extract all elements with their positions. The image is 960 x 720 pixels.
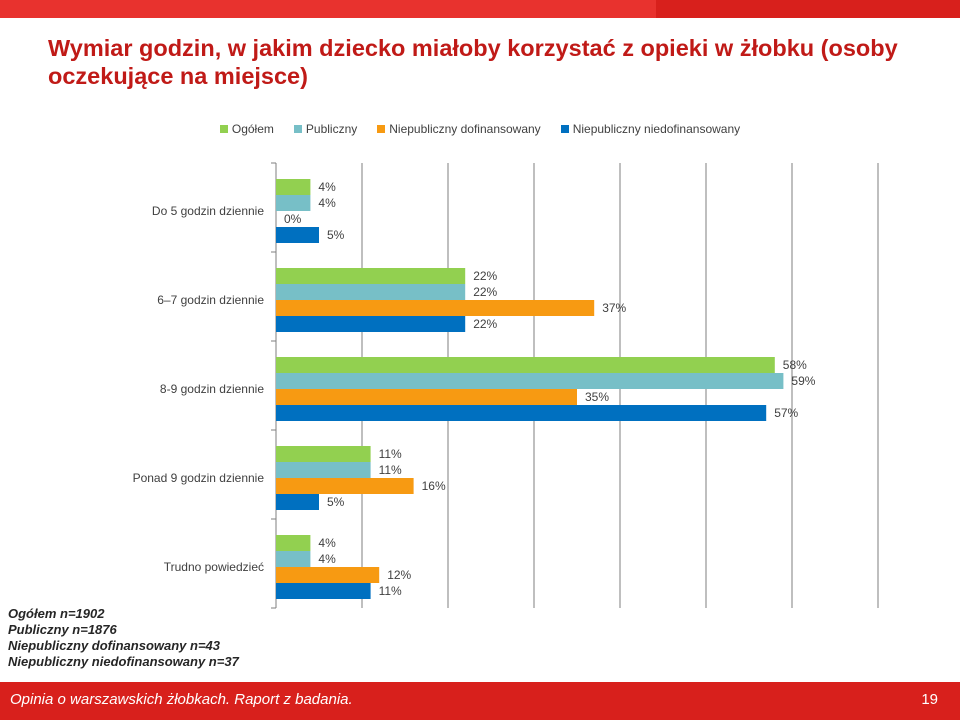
data-label: 16% bbox=[422, 479, 446, 493]
bar bbox=[276, 268, 466, 284]
bar bbox=[276, 494, 319, 510]
legend-swatch bbox=[377, 125, 386, 133]
legend-item-publiczny: Publiczny bbox=[293, 122, 358, 136]
data-label: 4% bbox=[318, 552, 336, 566]
legend-swatch bbox=[293, 125, 302, 133]
bar bbox=[276, 373, 784, 389]
category-label: Trudno powiedzieć bbox=[164, 560, 264, 574]
data-label: 4% bbox=[318, 536, 336, 550]
note-niepubliczny-niedofinansowany: Niepubliczny niedofinansowany n=37 bbox=[8, 654, 239, 669]
bar bbox=[276, 567, 380, 583]
legend-label: Niepubliczny niedofinansowany bbox=[572, 122, 741, 136]
bar bbox=[276, 316, 466, 332]
category-label: Do 5 godzin dziennie bbox=[152, 204, 264, 218]
legend-item-ogolem: Ogółem bbox=[219, 122, 274, 136]
bar bbox=[276, 462, 371, 478]
bar bbox=[276, 179, 311, 195]
header-bar-right bbox=[656, 0, 960, 18]
legend-item-niepubliczny-niedofinansowany: Niepubliczny niedofinansowany bbox=[560, 122, 741, 136]
chart-legend: Ogółem Publiczny Niepubliczny dofinansow… bbox=[0, 122, 960, 136]
data-label: 11% bbox=[379, 447, 402, 461]
legend-label: Ogółem bbox=[231, 122, 274, 136]
bar bbox=[276, 195, 311, 211]
note-publiczny: Publiczny n=1876 bbox=[8, 622, 117, 637]
bar bbox=[276, 478, 414, 494]
header-bar bbox=[0, 0, 960, 18]
legend-swatch bbox=[560, 125, 569, 133]
legend-item-niepubliczny-dofinansowany: Niepubliczny dofinansowany bbox=[377, 122, 541, 136]
data-label: 22% bbox=[473, 269, 497, 283]
data-label: 37% bbox=[602, 301, 626, 315]
data-label: 22% bbox=[473, 285, 497, 299]
legend-swatch bbox=[219, 125, 228, 133]
footer-text: Opinia o warszawskich żłobkach. Raport z… bbox=[10, 691, 353, 708]
bar bbox=[276, 300, 595, 316]
legend-label: Publiczny bbox=[305, 122, 358, 136]
data-label: 11% bbox=[379, 463, 402, 477]
data-label: 35% bbox=[585, 390, 609, 404]
category-label: Ponad 9 godzin dziennie bbox=[133, 471, 265, 485]
bar bbox=[276, 389, 577, 405]
category-label: 6–7 godzin dziennie bbox=[157, 293, 264, 307]
data-label: 59% bbox=[791, 374, 815, 388]
data-label: 22% bbox=[473, 317, 497, 331]
category-label: 8-9 godzin dziennie bbox=[160, 382, 264, 396]
note-ogolem: Ogółem n=1902 bbox=[8, 606, 105, 621]
data-label: 58% bbox=[783, 358, 807, 372]
footer-bar: Opinia o warszawskich żłobkach. Raport z… bbox=[0, 682, 960, 720]
data-label: 5% bbox=[327, 495, 345, 509]
data-label: 57% bbox=[774, 406, 798, 420]
sample-size-notes: Ogółem n=1902 Publiczny n=1876 Niepublic… bbox=[8, 606, 239, 670]
bar bbox=[276, 284, 466, 300]
bar bbox=[276, 583, 371, 599]
bar bbox=[276, 446, 371, 462]
legend-label: Niepubliczny dofinansowany bbox=[389, 122, 541, 136]
slide-title: Wymiar godzin, w jakim dziecko miałoby k… bbox=[48, 35, 898, 89]
data-label: 12% bbox=[387, 568, 411, 582]
header-bar-left bbox=[0, 0, 656, 18]
bar bbox=[276, 227, 319, 243]
bar bbox=[276, 357, 775, 373]
bar bbox=[276, 551, 311, 567]
data-label: 4% bbox=[318, 196, 336, 210]
bar bbox=[276, 535, 311, 551]
bar bbox=[276, 405, 767, 421]
data-label: 4% bbox=[318, 180, 336, 194]
page-number: 19 bbox=[921, 691, 938, 708]
note-niepubliczny-dofinansowany: Niepubliczny dofinansowany n=43 bbox=[8, 638, 221, 653]
data-label: 11% bbox=[379, 584, 402, 598]
data-label: 0% bbox=[284, 212, 302, 226]
data-label: 5% bbox=[327, 228, 345, 242]
